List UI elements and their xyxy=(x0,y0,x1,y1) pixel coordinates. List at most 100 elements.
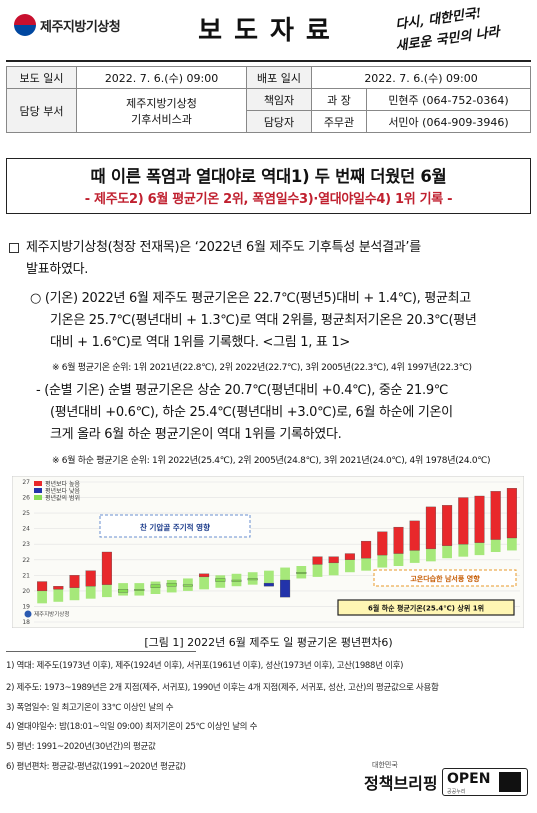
daily-anomaly-bar xyxy=(312,556,323,565)
legend-above-label: 평년보다 높음 xyxy=(45,480,81,488)
intro-line1: 제주지방기상청(청장 전재목)은 ‘2022년 6월 제주도 기후특성 분석결과… xyxy=(26,240,421,255)
daily-anomaly-bar xyxy=(296,572,307,574)
y-tick-label: 23 xyxy=(22,541,30,548)
y-tick-label: 18 xyxy=(22,619,30,626)
watermark-logo-icon xyxy=(24,610,32,618)
headline-subtitle: - 제주도2) 6월 평균기온 2위, 폭염일수3)·열대야일수4) 1위 기록… xyxy=(84,192,453,207)
daily-anomaly-bar xyxy=(53,586,64,590)
daily-anomaly-bar xyxy=(101,551,112,585)
daily-anomaly-bar xyxy=(182,584,193,587)
normal-range-band xyxy=(490,539,501,552)
distribution-value: 2022. 7. 6.(수) 09:00 xyxy=(311,66,531,89)
resp-name: 민현주 (064-752-0364) xyxy=(366,88,531,111)
daily-anomaly-bar xyxy=(442,505,453,546)
y-tick-label: 20 xyxy=(22,588,30,595)
daily-anomaly-bar xyxy=(199,573,210,578)
daily-anomaly-bar xyxy=(263,582,274,587)
daily-anomaly-bar xyxy=(69,575,80,588)
annotation-southwest: 고온다습한 남서풍 영향 xyxy=(410,574,480,583)
footnote-1: 1) 역대: 제주도(1973년 이후), 제주(1924년 이후), 서귀포(… xyxy=(6,661,404,671)
daily-anomaly-bar xyxy=(361,540,372,559)
release-value: 2022. 7. 6.(수) 09:00 xyxy=(76,66,247,89)
footnote-3: 3) 폭염일수: 일 최고기온이 33℃ 이상인 날의 수 xyxy=(6,703,174,713)
normal-range-band xyxy=(102,584,112,598)
y-tick-label: 19 xyxy=(22,603,30,610)
legend-normal-swatch xyxy=(34,495,42,500)
daily-anomaly-bar xyxy=(344,553,355,560)
open-small-label: 공공누리 xyxy=(447,789,466,795)
resp-label: 책임자 xyxy=(246,88,312,111)
legend-above-swatch xyxy=(34,481,42,486)
daily-anomaly-bar xyxy=(490,491,501,540)
page-title: 보도자료 xyxy=(198,16,342,46)
footnote-6: 6) 평년편차: 평균값-평년값(1991~2020년 평균값) xyxy=(6,762,186,772)
daily-anomaly-bar xyxy=(37,581,48,592)
normal-range-band xyxy=(458,544,469,557)
daily-anomaly-bar xyxy=(280,579,291,598)
dept-line1: 제주지방기상청 xyxy=(126,96,197,110)
daily-anomaly-bar xyxy=(85,570,96,587)
daily-anomaly-bar xyxy=(328,556,339,564)
daily-anomaly-bar xyxy=(166,582,177,587)
daily-anomaly-bar xyxy=(377,531,388,556)
daily-anomaly-bar xyxy=(150,584,161,588)
annotation-record-box xyxy=(337,599,515,616)
daily-anomaly-bar xyxy=(474,495,485,543)
normal-range-band xyxy=(426,548,436,562)
daily-anomaly-bar xyxy=(506,488,517,539)
y-tick-labels: 18 19 20 21 22 23 24 25 26 27 xyxy=(22,479,30,626)
footnote-4: 4) 열대야일수: 밤(18:01~익일 09:00) 최저기온이 25℃ 이상… xyxy=(6,722,258,732)
staff-name: 서민아 (064-909-3946) xyxy=(366,110,531,133)
temp-note: ※ 6월 평균기온 순위: 1위 2021년(22.8℃), 2위 2022년(… xyxy=(52,363,472,373)
footnote-5: 5) 평년: 1991~2020년(30년간)의 평균값 xyxy=(6,742,156,752)
policy-briefing-logo: 정책브리핑 xyxy=(364,774,438,793)
figure-caption: [그림 1] 2022년 6월 제주도 일 평균기온 평년편차6) xyxy=(144,636,393,649)
normal-range-band xyxy=(361,558,371,571)
kma-logo-icon xyxy=(14,14,36,36)
normal-range-band xyxy=(377,555,388,568)
annotation-southwest-box xyxy=(373,569,517,587)
normal-range-band xyxy=(328,562,339,576)
info-table: 보도 일시 2022. 7. 6.(수) 09:00 배포 일시 2022. 7… xyxy=(6,66,531,133)
chart-grid xyxy=(34,481,520,623)
normal-range-band xyxy=(85,586,96,599)
dekad-note: ※ 6월 하순 평균기온 순위: 1위 2022년(25.4℃), 2위 200… xyxy=(52,456,491,466)
annotation-trough: 찬 기압골 주기적 영향 xyxy=(140,522,210,532)
normal-range-band xyxy=(393,553,404,566)
normal-range-band xyxy=(442,545,452,559)
normal-range-band xyxy=(507,538,517,551)
normal-range-band xyxy=(312,564,323,577)
bullet-square-icon xyxy=(9,243,19,253)
normal-range-band xyxy=(69,587,80,601)
y-tick-label: 21 xyxy=(22,572,30,579)
staff-title: 주무관 xyxy=(311,110,367,133)
daily-anomaly-bar xyxy=(247,578,258,581)
dekad-line3: 크게 올라 6월 하순 평균기온이 역대 1위를 기록하였다. xyxy=(50,427,342,442)
legend-below-swatch xyxy=(34,488,42,493)
header-divider xyxy=(6,60,531,62)
temp-line1: ○ (기온) 2022년 6월 제주도 평균기온은 22.7℃(평년5)대비 +… xyxy=(30,291,471,306)
normal-range-band xyxy=(345,559,355,573)
legend-below-label: 평년보다 낮음 xyxy=(45,487,81,495)
y-tick-label: 26 xyxy=(22,495,30,502)
policy-briefing-small: 대한민국 xyxy=(372,761,398,769)
daily-anomaly-bar xyxy=(118,589,129,593)
open-license-badge: OPEN 공공누리 xyxy=(442,768,528,796)
daily-anomaly-bar xyxy=(215,578,226,582)
temperature-anomaly-chart: 18 19 20 21 22 23 24 25 26 27 평년보다 높음 평년보다 낮음 평년값… xyxy=(12,476,524,628)
annotation-record: 6월 하순 평균기온(25.4℃) 상위 1위 xyxy=(368,604,484,613)
staff-label: 담당자 xyxy=(246,110,312,133)
intro-line2: 발표하였다. xyxy=(26,262,89,277)
dekad-line1: - (순별 기온) 순별 평균기온은 상순 20.7℃(평년대비 +0.4℃),… xyxy=(36,383,449,398)
license-icon xyxy=(499,772,521,792)
chart-legend: 평년보다 높음 평년보다 낮음 평년값의 범위 xyxy=(34,480,81,502)
legend-normal-label: 평년값의 범위 xyxy=(45,494,80,502)
dekad-line2: (평년대비 +0.6℃), 하순 25.4℃(평년대비 +3.0℃)로, 6월 … xyxy=(50,405,453,420)
temp-line3: 대비 + 1.6℃)로 역대 1위를 기록했다. <그림 1, 표 1> xyxy=(50,335,350,350)
headline-title: 때 이른 폭염과 열대야로 역대1) 두 번째 더웠던 6월 xyxy=(90,167,447,186)
dept-line2: 기후서비스과 xyxy=(131,112,192,126)
distribution-label: 배포 일시 xyxy=(246,66,312,89)
dept-label: 담당 부서 xyxy=(6,88,77,133)
normal-range-band xyxy=(409,550,420,563)
